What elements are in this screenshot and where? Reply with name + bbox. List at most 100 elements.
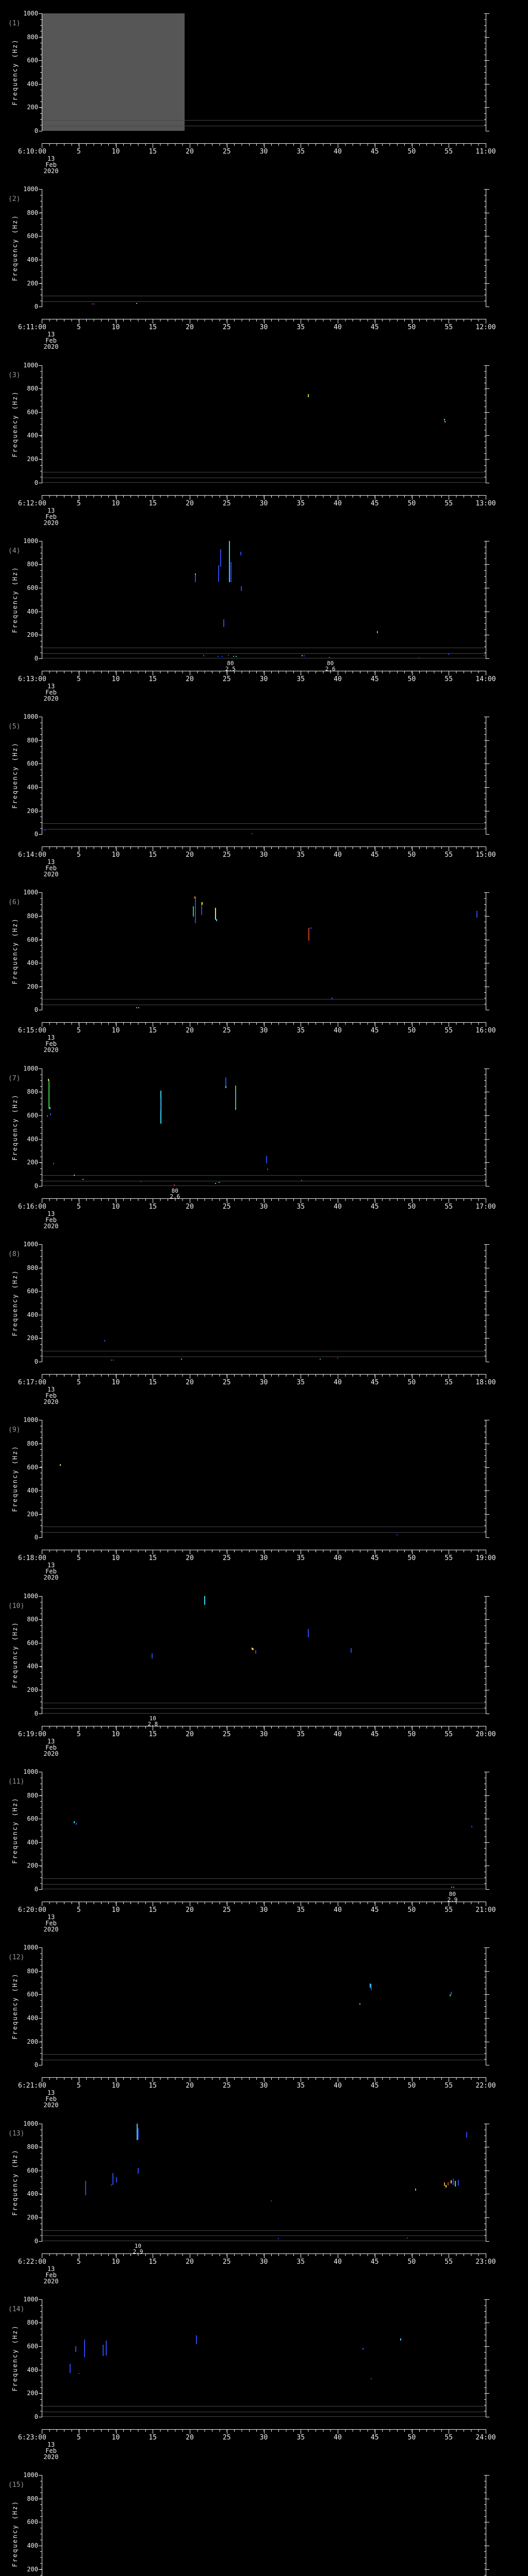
y-axis-tick bbox=[486, 2475, 489, 2476]
y-tick-label: 1000 bbox=[23, 1064, 38, 1072]
detection-mark bbox=[471, 1826, 472, 1828]
end-time-label: 18:00 bbox=[475, 1379, 496, 1387]
time-tick-label: 55 bbox=[444, 499, 453, 507]
y-minor-ticks-right bbox=[484, 189, 486, 307]
panel-index-label: (2) bbox=[8, 195, 21, 204]
detection-mark bbox=[302, 655, 303, 657]
y-tick-label: 600 bbox=[27, 232, 38, 240]
y-axis-tick bbox=[39, 283, 42, 284]
detection-mark bbox=[161, 1097, 162, 1111]
frequency-axis-title: Frequency (Hz) bbox=[11, 1621, 19, 1688]
detection-mark bbox=[201, 902, 202, 916]
y-minor-ticks-left bbox=[40, 189, 42, 307]
time-tick-label: 25 bbox=[222, 1730, 231, 1738]
y-tick-label: 600 bbox=[27, 1991, 38, 1998]
reference-line bbox=[42, 120, 486, 121]
time-tick-label: 40 bbox=[334, 499, 342, 507]
time-tick-label: 15 bbox=[148, 2433, 157, 2442]
start-time-label: 6:18:00 bbox=[18, 1554, 46, 1563]
time-tick-label: 5 bbox=[76, 2258, 81, 2266]
detection-mark bbox=[47, 1115, 48, 1117]
time-axis-tick bbox=[263, 495, 265, 500]
frequency-axis-title: Frequency (Hz) bbox=[11, 2148, 19, 2216]
y-minor-ticks-left bbox=[40, 540, 42, 658]
detection-mark bbox=[151, 1653, 153, 1658]
time-tick-label: 25 bbox=[222, 148, 231, 156]
y-axis-tick bbox=[486, 658, 489, 659]
time-tick-label: 20 bbox=[186, 1906, 194, 1914]
time-axis-tick bbox=[116, 2253, 117, 2258]
detection-mark bbox=[444, 421, 446, 422]
event-annotation-line2: 2.6 bbox=[170, 1193, 180, 1200]
time-tick-label: 40 bbox=[334, 1027, 342, 1035]
y-axis-tick bbox=[39, 1139, 42, 1140]
start-time-label: 6:19:00 bbox=[18, 1730, 46, 1738]
time-tick-label: 45 bbox=[370, 2082, 379, 2090]
time-axis-tick bbox=[116, 1375, 117, 1379]
detection-mark bbox=[310, 927, 312, 929]
detection-mark bbox=[48, 1080, 50, 1109]
date-label: Feb bbox=[45, 513, 57, 520]
end-time-label: 24:00 bbox=[475, 2433, 496, 2442]
y-minor-ticks-right bbox=[484, 2123, 486, 2241]
y-minor-ticks-right bbox=[484, 365, 486, 483]
panel-index-label: (4) bbox=[8, 547, 21, 555]
date-label: 13 bbox=[47, 1210, 55, 1217]
time-tick-label: 10 bbox=[111, 499, 120, 507]
y-tick-label: 200 bbox=[27, 1159, 38, 1166]
date-label: Feb bbox=[45, 1392, 57, 1400]
event-annotation-line2: 2.9 bbox=[133, 2248, 143, 2255]
end-time-label: 15:00 bbox=[475, 851, 496, 859]
y-axis-tick bbox=[39, 189, 42, 190]
time-axis-line bbox=[42, 1374, 486, 1375]
y-minor-ticks-left bbox=[40, 365, 42, 483]
time-tick-label: 10 bbox=[111, 1906, 120, 1914]
time-axis-tick bbox=[263, 847, 265, 852]
date-label: 2020 bbox=[43, 1750, 59, 1757]
y-axis-tick bbox=[486, 1291, 489, 1292]
date-label: Feb bbox=[45, 1040, 57, 1048]
date-label: 13 bbox=[47, 858, 55, 866]
time-tick-label: 55 bbox=[444, 1554, 453, 1563]
date-label: Feb bbox=[45, 688, 57, 696]
plot-area bbox=[42, 1068, 486, 1186]
detection-mark bbox=[230, 562, 232, 582]
y-tick-label: 0 bbox=[34, 1709, 38, 1717]
y-tick-label: 600 bbox=[27, 1639, 38, 1647]
detection-mark bbox=[140, 1180, 142, 1182]
time-tick-label: 45 bbox=[370, 1027, 379, 1035]
y-tick-label: 1000 bbox=[23, 2295, 38, 2303]
y-minor-ticks-right bbox=[484, 540, 486, 658]
y-axis-tick bbox=[486, 1115, 489, 1116]
reference-line bbox=[42, 1884, 486, 1885]
time-tick-label: 55 bbox=[444, 851, 453, 859]
date-label: Feb bbox=[45, 2447, 57, 2454]
event-annotation-line1: 10 bbox=[149, 1715, 156, 1722]
start-time-label: 6:15:00 bbox=[18, 1027, 46, 1035]
y-axis-tick bbox=[486, 1596, 489, 1597]
reference-line bbox=[42, 2230, 486, 2231]
date-label: 13 bbox=[47, 682, 55, 690]
detection-mark bbox=[301, 1179, 302, 1181]
time-axis-line bbox=[42, 1022, 486, 1023]
time-axis-tick bbox=[263, 671, 265, 675]
time-tick-label: 5 bbox=[76, 1906, 81, 1914]
detection-mark bbox=[235, 1086, 236, 1109]
time-axis-tick bbox=[116, 1198, 117, 1203]
time-tick-label: 45 bbox=[370, 1906, 379, 1914]
y-axis-tick bbox=[486, 13, 489, 14]
detection-mark bbox=[241, 586, 242, 591]
y-tick-label: 0 bbox=[34, 1182, 38, 1190]
y-minor-ticks-left bbox=[40, 717, 42, 835]
plot-area bbox=[42, 189, 486, 307]
detection-mark bbox=[396, 1534, 398, 1535]
detection-mark bbox=[227, 655, 229, 656]
time-axis-tick bbox=[263, 2078, 265, 2082]
spectrogram-panel-11: (11) Frequency (Hz) 0 200 400 600 800 1000 5 10… bbox=[0, 1758, 528, 1934]
time-tick-label: 40 bbox=[334, 1379, 342, 1387]
time-axis-line bbox=[42, 1198, 486, 1199]
date-label: 13 bbox=[47, 2265, 55, 2273]
y-tick-label: 200 bbox=[27, 1862, 38, 1870]
date-label: 2020 bbox=[43, 1046, 59, 1054]
detection-mark bbox=[370, 1984, 371, 1988]
